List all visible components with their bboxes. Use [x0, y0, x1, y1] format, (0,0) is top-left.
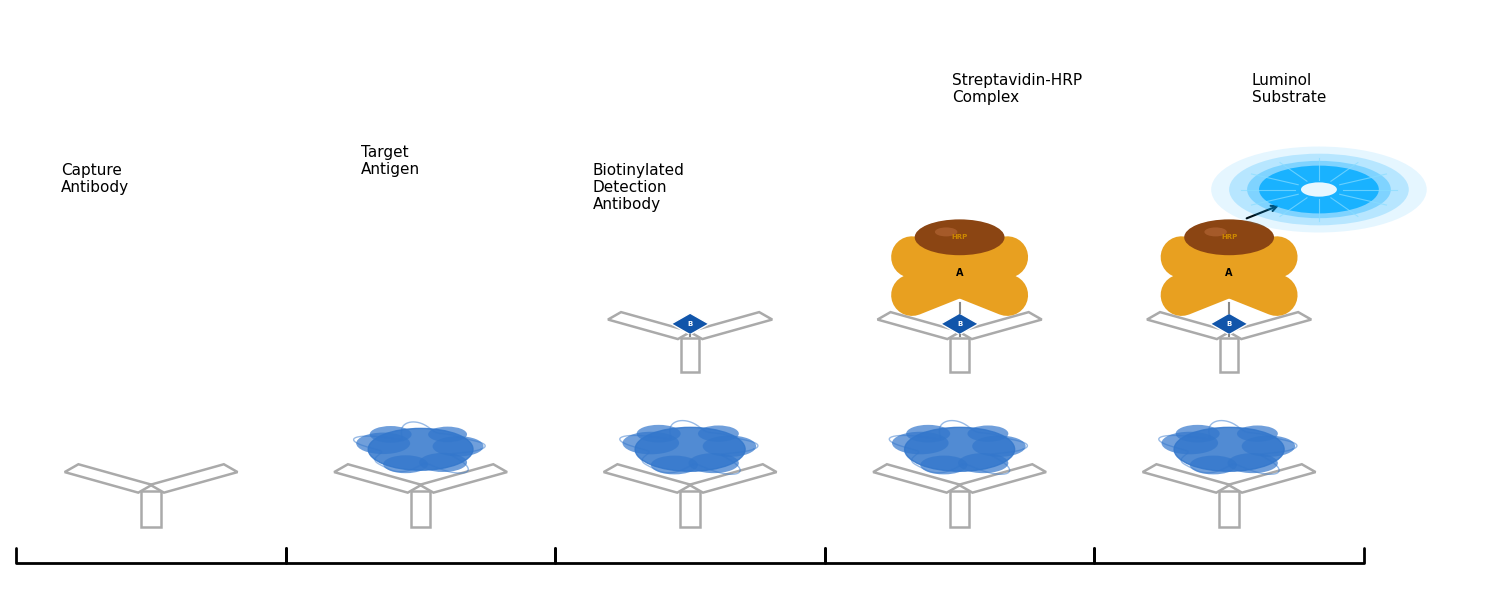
Circle shape	[892, 432, 948, 454]
Text: B: B	[957, 321, 962, 327]
Circle shape	[934, 227, 957, 236]
Polygon shape	[1166, 289, 1197, 301]
Circle shape	[1258, 166, 1378, 214]
Circle shape	[1174, 427, 1284, 471]
Bar	[141, 491, 160, 527]
Polygon shape	[992, 251, 1023, 263]
Circle shape	[634, 427, 746, 471]
Polygon shape	[1228, 464, 1316, 493]
Circle shape	[1190, 455, 1237, 475]
Circle shape	[968, 425, 1008, 442]
Polygon shape	[334, 464, 422, 493]
Circle shape	[382, 455, 427, 473]
Text: HRP: HRP	[1221, 234, 1238, 240]
Polygon shape	[1262, 251, 1293, 263]
Circle shape	[972, 436, 1026, 457]
Circle shape	[432, 436, 483, 457]
Circle shape	[636, 425, 681, 442]
Circle shape	[651, 455, 698, 475]
Text: B: B	[687, 321, 693, 327]
Circle shape	[915, 220, 1005, 255]
Text: Biotinylated
Detection
Antibody: Biotinylated Detection Antibody	[592, 163, 684, 212]
Text: HRP: HRP	[951, 234, 968, 240]
Circle shape	[1246, 161, 1390, 218]
Circle shape	[1238, 425, 1278, 442]
Polygon shape	[958, 464, 1046, 493]
Text: Target
Antigen: Target Antigen	[360, 145, 420, 177]
Polygon shape	[873, 464, 960, 493]
Polygon shape	[896, 251, 928, 263]
Bar	[951, 338, 969, 371]
Circle shape	[698, 425, 740, 442]
Text: Streptavidin-HRP
Complex: Streptavidin-HRP Complex	[952, 73, 1083, 106]
Text: Luminol
Substrate: Luminol Substrate	[1251, 73, 1326, 106]
Polygon shape	[688, 464, 777, 493]
Circle shape	[1184, 220, 1274, 255]
Circle shape	[916, 221, 992, 251]
Circle shape	[419, 453, 466, 472]
Circle shape	[1227, 453, 1278, 473]
Polygon shape	[603, 464, 692, 493]
Text: Capture
Antibody: Capture Antibody	[62, 163, 129, 195]
Polygon shape	[690, 312, 772, 339]
Polygon shape	[1228, 312, 1311, 339]
Bar	[681, 338, 699, 371]
Bar	[950, 491, 969, 527]
Circle shape	[1204, 227, 1227, 236]
Bar	[1220, 338, 1239, 371]
Polygon shape	[1262, 289, 1293, 301]
Circle shape	[368, 428, 472, 470]
Circle shape	[1242, 436, 1294, 457]
Circle shape	[906, 425, 950, 442]
Text: A: A	[956, 268, 963, 278]
Circle shape	[1228, 154, 1408, 226]
Polygon shape	[1143, 464, 1230, 493]
Circle shape	[1300, 182, 1336, 197]
Text: B: B	[1227, 321, 1232, 327]
Bar	[681, 491, 700, 527]
Circle shape	[369, 426, 411, 443]
Bar	[411, 491, 430, 527]
Polygon shape	[1210, 313, 1248, 335]
Polygon shape	[940, 313, 978, 335]
Circle shape	[622, 432, 680, 454]
Circle shape	[904, 427, 1014, 471]
Polygon shape	[992, 289, 1023, 301]
Text: A: A	[1226, 268, 1233, 278]
Circle shape	[702, 436, 756, 457]
Polygon shape	[420, 464, 507, 493]
Polygon shape	[150, 464, 237, 493]
Circle shape	[688, 453, 740, 473]
Polygon shape	[1166, 251, 1197, 263]
Circle shape	[427, 427, 466, 442]
Circle shape	[958, 453, 1008, 473]
Polygon shape	[1148, 312, 1230, 339]
Polygon shape	[958, 312, 1041, 339]
Polygon shape	[896, 289, 928, 301]
Circle shape	[921, 455, 968, 475]
Circle shape	[1161, 432, 1218, 454]
Polygon shape	[608, 312, 692, 339]
Polygon shape	[670, 313, 710, 335]
Polygon shape	[64, 464, 152, 493]
Circle shape	[1210, 146, 1426, 233]
Circle shape	[356, 433, 410, 454]
Circle shape	[1176, 425, 1219, 442]
Polygon shape	[878, 312, 960, 339]
Bar	[1220, 491, 1239, 527]
Circle shape	[1185, 221, 1260, 251]
